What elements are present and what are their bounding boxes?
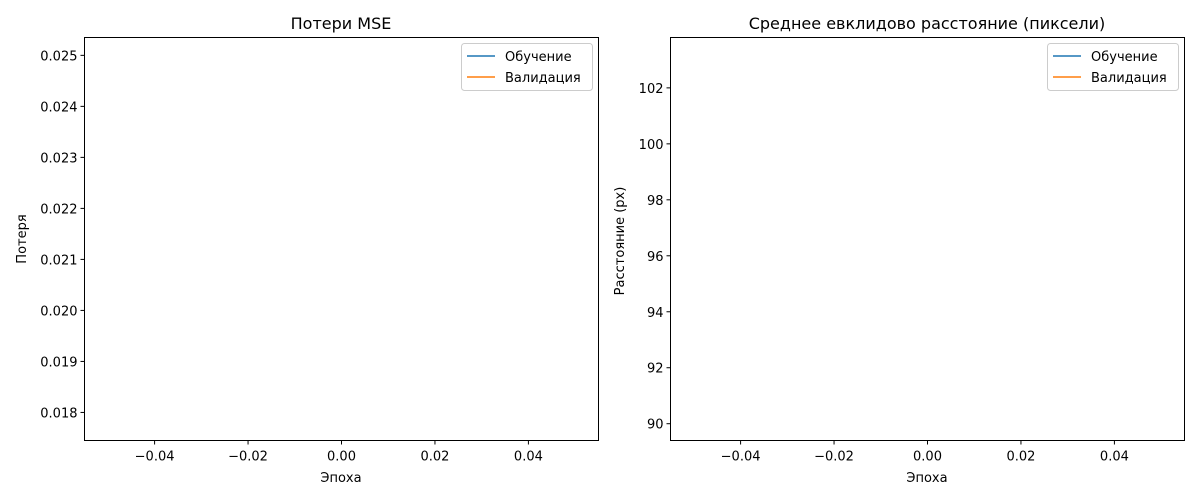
subplot-euclidean-distance: Среднее евклидово расстояние (пиксели) −… bbox=[613, 14, 1185, 486]
x-axis-label: Эпоха bbox=[320, 471, 361, 486]
x-tick-label: −0.02 bbox=[814, 450, 854, 465]
x-tick-label: 0.00 bbox=[913, 450, 942, 465]
legend-label-validation: Валидация bbox=[1091, 71, 1167, 86]
y-tick-label: 0.023 bbox=[40, 151, 77, 166]
y-tick-label: 0.020 bbox=[40, 304, 77, 319]
y-tick-label: 100 bbox=[639, 138, 664, 153]
x-tick-label: 0.00 bbox=[327, 450, 356, 465]
legend-label-validation: Валидация bbox=[505, 71, 581, 86]
y-tick-label: 102 bbox=[639, 82, 664, 97]
ticks-layer: −0.04 −0.02 0.00 0.02 0.04 0.018 0.019 0.020 0.0… bbox=[40, 49, 543, 464]
x-tick-label: 0.04 bbox=[1100, 450, 1129, 465]
legend: Обучение Валидация bbox=[1047, 43, 1179, 91]
chart-title: Потери MSE bbox=[291, 14, 392, 33]
y-tick-label: 0.025 bbox=[40, 49, 77, 64]
y-tick-label: 90 bbox=[647, 418, 664, 433]
y-tick-label: 0.021 bbox=[40, 253, 77, 268]
y-tick-label: 0.022 bbox=[40, 202, 77, 217]
plot-frame bbox=[84, 37, 599, 441]
chart-title: Среднее евклидово расстояние (пиксели) bbox=[749, 14, 1106, 33]
plot-frame bbox=[670, 37, 1185, 441]
x-tick-label: −0.02 bbox=[228, 450, 268, 465]
y-tick-label: 94 bbox=[647, 306, 664, 321]
subplot-mse-loss: Потери MSE −0.04 −0.02 0.00 0.02 0.04 0.018 0.… bbox=[15, 14, 599, 486]
y-tick-label: 0.018 bbox=[40, 406, 77, 421]
legend: Обучение Валидация bbox=[461, 43, 593, 91]
x-tick-label: 0.02 bbox=[1006, 450, 1035, 465]
x-tick-label: 0.02 bbox=[420, 450, 449, 465]
legend-label-train: Обучение bbox=[505, 50, 572, 65]
x-tick-label: −0.04 bbox=[135, 450, 175, 465]
y-axis-label: Потеря bbox=[15, 214, 30, 263]
y-tick-label: 98 bbox=[647, 194, 664, 209]
x-axis-label: Эпоха bbox=[906, 471, 947, 486]
y-tick-label: 0.019 bbox=[40, 355, 77, 370]
y-tick-label: 96 bbox=[647, 250, 664, 265]
legend-label-train: Обучение bbox=[1091, 50, 1158, 65]
ticks-layer: −0.04 −0.02 0.00 0.02 0.04 90 92 94 96 98 100 102 bbox=[639, 82, 1129, 465]
x-tick-label: −0.04 bbox=[721, 450, 761, 465]
x-tick-label: 0.04 bbox=[514, 450, 543, 465]
y-axis-label: Расстояние (px) bbox=[613, 187, 628, 296]
y-tick-label: 92 bbox=[647, 362, 664, 377]
y-tick-label: 0.024 bbox=[40, 100, 77, 115]
